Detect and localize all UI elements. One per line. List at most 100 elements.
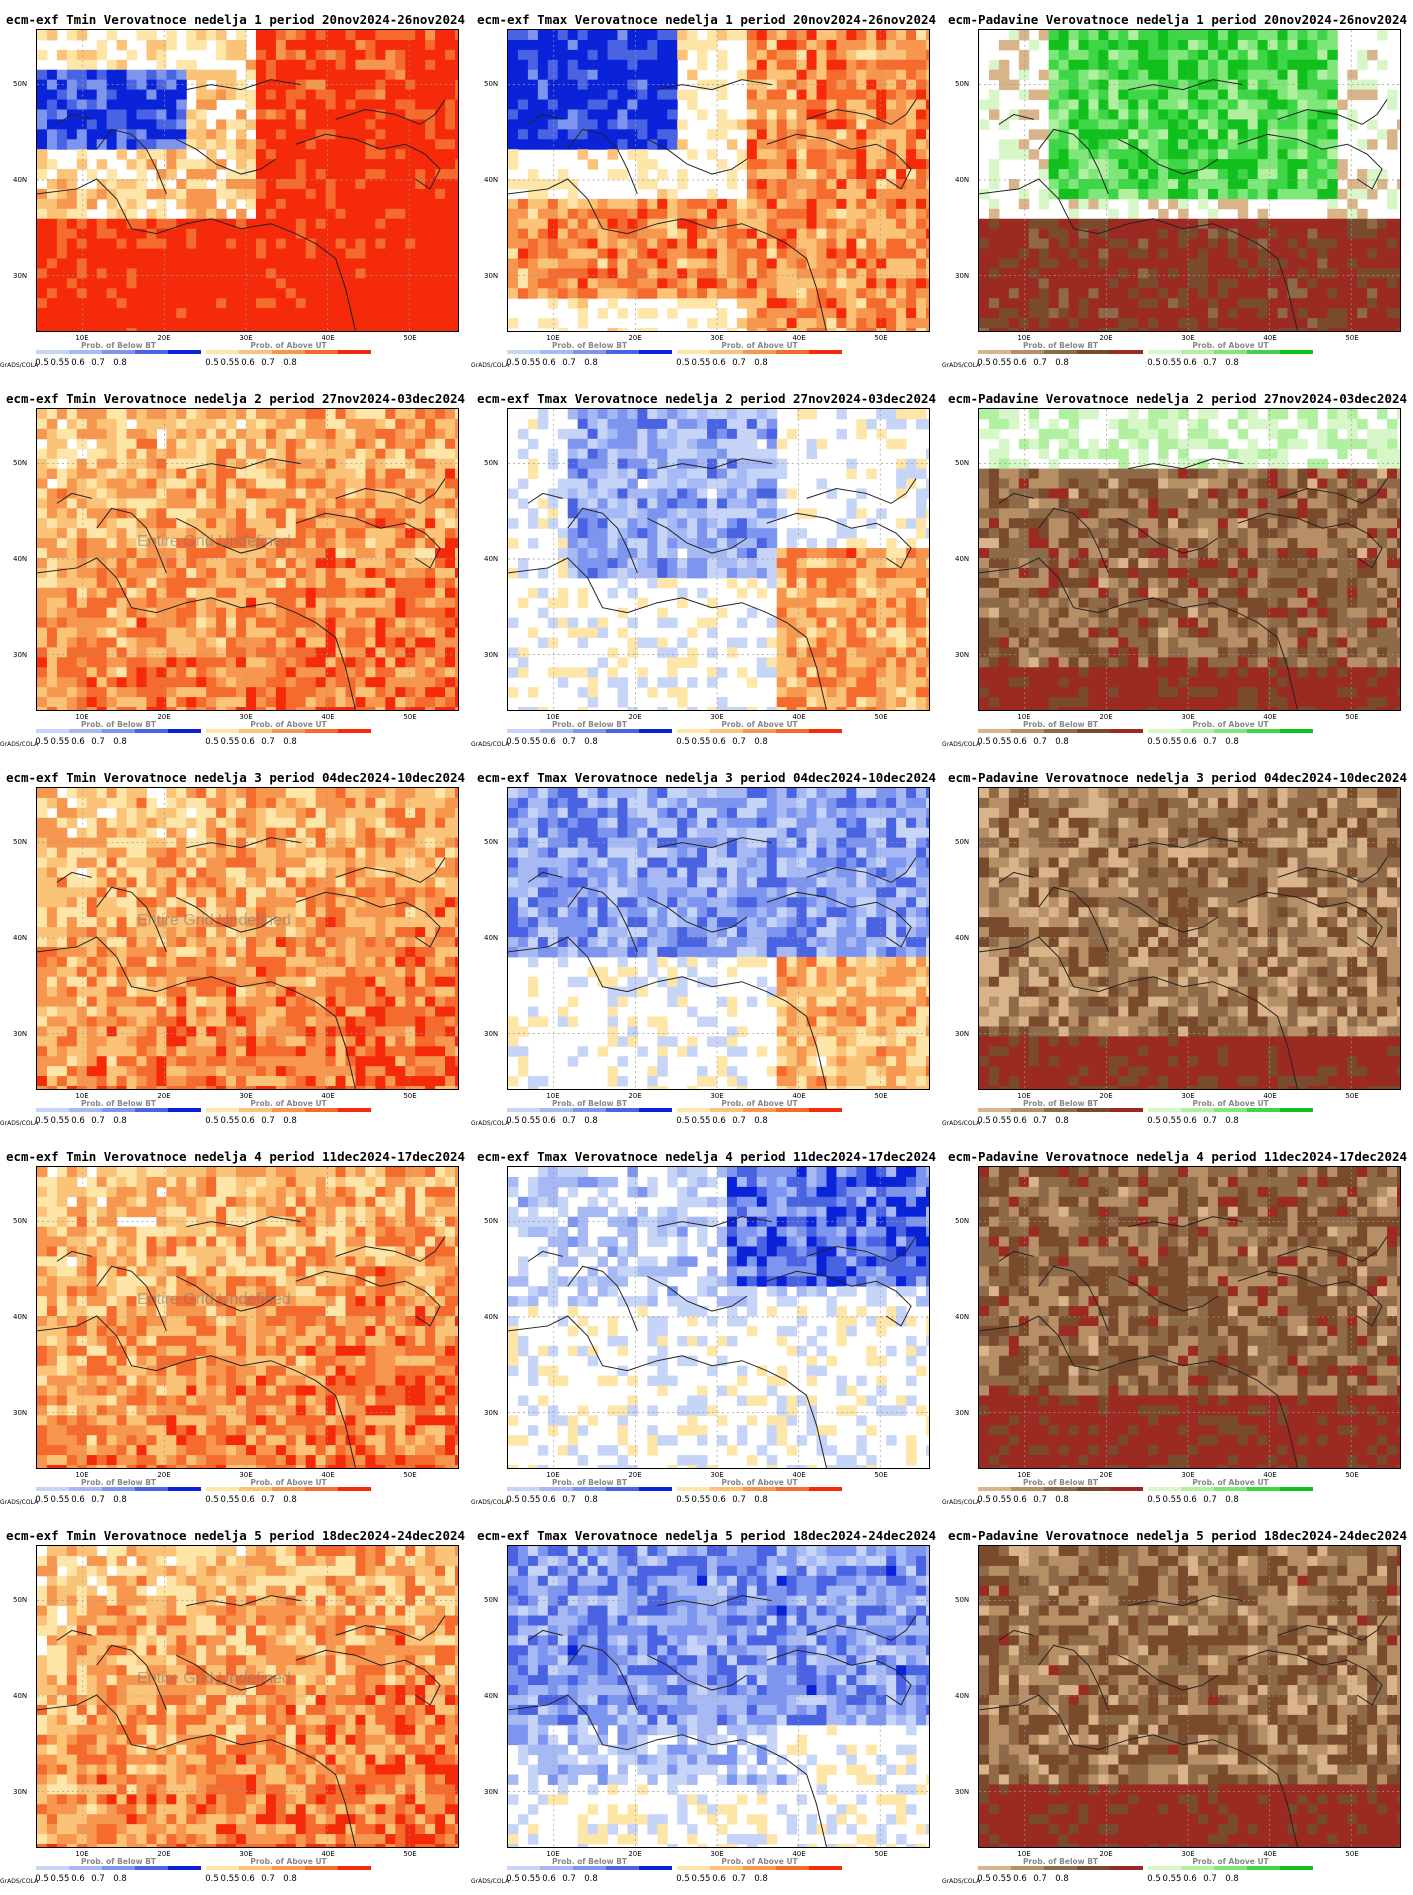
grid-cell — [66, 218, 78, 230]
grid-cell — [1287, 328, 1298, 331]
grid-cell — [766, 49, 778, 61]
grid-cell — [275, 587, 287, 599]
grid-cell — [66, 587, 78, 599]
grid-cell — [1148, 69, 1159, 81]
grid-cell — [395, 687, 406, 698]
grid-cell — [375, 248, 386, 259]
grid-cell — [285, 69, 297, 81]
grid-cell — [806, 218, 818, 230]
grid-cell — [126, 238, 138, 250]
grid-cell — [226, 119, 237, 130]
grid-cell — [275, 518, 287, 529]
grid-cell — [527, 268, 539, 279]
grid-cell — [435, 577, 446, 589]
grid-cell — [365, 657, 376, 668]
grid-cell — [285, 129, 297, 140]
grid-cell — [1297, 149, 1308, 160]
grid-cell — [365, 129, 376, 140]
grid-cell — [1188, 328, 1199, 331]
grid-cell — [1108, 258, 1119, 269]
grid-cell — [617, 268, 628, 279]
grid-cell — [435, 478, 446, 489]
grid-cell — [365, 149, 376, 160]
grid-cell — [425, 428, 436, 440]
grid-cell — [1138, 129, 1149, 140]
grid-cell — [677, 278, 688, 289]
grid-cell — [325, 478, 337, 489]
grid-cell — [707, 258, 718, 269]
grid-cell — [1367, 179, 1378, 190]
map-area: Entire Grid Undefined — [36, 408, 459, 711]
grid-cell — [846, 119, 857, 130]
grid-cell — [647, 139, 658, 150]
grid-cell — [657, 30, 668, 41]
grid-cell — [1008, 149, 1020, 160]
grid-cell — [756, 328, 768, 331]
grid-cell — [537, 188, 549, 200]
grid-cell — [1207, 89, 1219, 101]
grid-cell — [677, 49, 688, 61]
grid-cell — [156, 318, 167, 329]
grid-cell — [395, 318, 406, 329]
grid-cell — [1188, 169, 1199, 180]
grid-cell — [906, 188, 917, 200]
grid-cell — [736, 228, 748, 240]
grid-cell — [335, 288, 347, 299]
grid-cell — [285, 707, 297, 710]
grid-cell — [435, 89, 446, 101]
grid-cell — [216, 308, 227, 319]
grid-cell — [637, 39, 648, 51]
grid-cell — [776, 258, 788, 269]
grid-cell — [517, 248, 529, 259]
grid-cell — [275, 607, 287, 619]
grid-cell — [856, 318, 867, 329]
grid-cell — [56, 558, 68, 569]
grid-cell — [1018, 318, 1030, 329]
grid-cell — [1068, 159, 1080, 170]
grid-cell — [375, 409, 386, 420]
grid-cell — [136, 169, 147, 180]
map-panel: ecm-exf Tmin Verovatnoce nedelja 1 perio… — [0, 0, 471, 379]
grid-cell — [375, 567, 386, 579]
grid-cell — [1168, 288, 1179, 299]
grid-cell — [166, 577, 177, 589]
grid-cell — [527, 258, 539, 269]
grid-cell — [1327, 109, 1338, 120]
grid-cell — [106, 30, 118, 41]
legend-ticks: 0.5 0.55 0.6 0.7 0.8 — [977, 358, 1143, 368]
grid-cell — [265, 538, 277, 549]
grid-cell — [76, 478, 88, 489]
grid-cell — [365, 448, 376, 460]
grid-cell — [206, 308, 217, 319]
grid-cell — [295, 109, 307, 120]
probability-field — [37, 30, 458, 331]
grid-cell — [196, 308, 207, 319]
legend-tick-label: 0.55 — [521, 358, 541, 368]
grid-cell — [37, 248, 48, 259]
grid-cell — [876, 308, 887, 319]
grid-cell — [786, 288, 798, 299]
grid-cell — [816, 318, 827, 329]
grid-cell — [355, 218, 366, 230]
grid-cell — [425, 677, 436, 688]
grid-cell — [1247, 30, 1259, 41]
grid-cell — [726, 228, 738, 240]
grid-cell — [246, 139, 257, 150]
grid-cell — [736, 159, 748, 170]
grid-cell — [385, 567, 396, 579]
grid-cell — [657, 89, 668, 101]
grid-cell — [846, 139, 857, 150]
grid-cell — [206, 647, 217, 658]
grid-cell — [1317, 109, 1328, 120]
grid-cell — [916, 298, 927, 309]
grid-cell — [1217, 228, 1229, 240]
grid-cell — [756, 89, 768, 101]
grid-cell — [206, 159, 217, 170]
grid-cell — [405, 39, 416, 51]
grid-cell — [325, 139, 337, 150]
grid-cell — [746, 278, 758, 289]
grid-cell — [1158, 179, 1169, 190]
grid-cell — [305, 468, 317, 480]
grid-cell — [1397, 318, 1400, 329]
grid-cell — [537, 39, 549, 51]
